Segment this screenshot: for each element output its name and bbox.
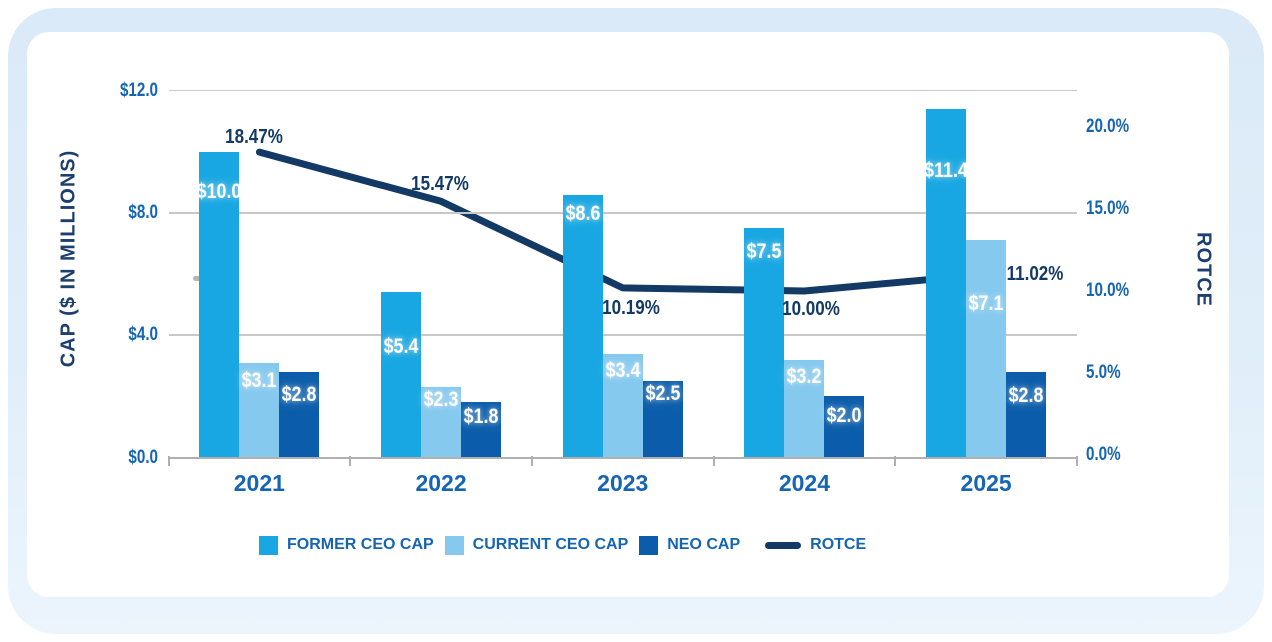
bar-value-label: $3.2	[787, 364, 822, 388]
x-axis-tick	[894, 455, 897, 466]
bar-former-ceo-cap-2022	[381, 292, 422, 458]
legend-label: NEO CAP	[667, 536, 741, 553]
x-axis-tick	[530, 455, 533, 466]
bar-current-ceo-cap-2021	[239, 362, 280, 458]
right-axis-title: ROTCE	[1192, 232, 1215, 307]
rotce-point-label: 10.00%	[782, 298, 841, 320]
legend-line-swatch	[765, 541, 802, 549]
bar-value-label: $2.3	[423, 388, 459, 412]
rotce-point-label: 11.02%	[1006, 263, 1064, 286]
bar-value-label: $2.0	[827, 404, 862, 428]
y-right-tick-label: 0.0%	[1086, 444, 1121, 465]
bar-former-ceo-cap-2023	[562, 194, 603, 458]
y-right-tick-label: 20.0%	[1086, 116, 1130, 137]
bar-neo-cap-2021	[279, 371, 320, 458]
legend-label: ROTCE	[810, 536, 867, 553]
x-axis-baseline	[168, 456, 1077, 459]
rotce-point-label: 15.47%	[411, 173, 469, 196]
legend-item-former-ceo-cap: FORMER CEO CAP	[259, 535, 434, 555]
gridline	[168, 212, 1077, 214]
bar-value-label: $1.8	[463, 405, 499, 429]
y-left-tick-label: $0.0	[128, 446, 158, 468]
bar-value-label: $10.0	[197, 179, 242, 203]
category-label-2025: 2025	[960, 470, 1012, 496]
bar-value-label: $5.4	[383, 335, 419, 359]
x-axis-tick	[712, 455, 715, 466]
y-right-tick-label: 5.0%	[1086, 362, 1121, 383]
category-label-2024: 2024	[778, 470, 831, 496]
x-axis-tick	[167, 455, 170, 466]
bar-neo-cap-2022	[461, 402, 502, 458]
bar-neo-cap-2023	[642, 381, 683, 458]
bar-current-ceo-cap-2023	[602, 353, 643, 458]
bar-value-label: $7.1	[968, 292, 1004, 316]
bar-neo-cap-2025	[1006, 371, 1047, 458]
chart-legend: FORMER CEO CAP CURRENT CEO CAP NEO CAP ROTC…	[259, 534, 866, 556]
rotce-line	[255, 148, 990, 295]
bar-current-ceo-cap-2025	[966, 240, 1007, 458]
left-axis-title: CAP ($ IN MILLIONS)	[57, 149, 80, 368]
y-left-tick-label: $8.0	[128, 201, 158, 223]
category-label-2022: 2022	[415, 470, 467, 496]
y-left-tick-label: $12.0	[119, 79, 158, 101]
rotce-point-label: 10.19%	[601, 296, 660, 319]
gridline	[168, 89, 1077, 92]
bar-value-label: $8.6	[565, 201, 601, 225]
bar-former-ceo-cap-2025	[926, 108, 967, 458]
y-right-tick-label: 15.0%	[1086, 198, 1130, 219]
bar-value-label: $11.4	[924, 158, 968, 182]
x-axis-tick	[1076, 455, 1078, 466]
legend-item-neo-cap: NEO CAP	[639, 535, 741, 555]
bar-former-ceo-cap-2024	[744, 228, 785, 458]
legend-swatch	[259, 535, 278, 555]
bar-neo-cap-2024	[824, 396, 865, 458]
bar-value-label: $3.1	[241, 368, 277, 392]
legend-item-current-ceo-cap: CURRENT CEO CAP	[444, 535, 629, 555]
bar-value-label: $2.8	[1008, 383, 1044, 407]
y-left-tick-label: $4.0	[128, 324, 158, 346]
bar-current-ceo-cap-2022	[421, 387, 462, 458]
bar-value-label: $2.5	[645, 382, 681, 406]
legend-label: FORMER CEO CAP	[287, 536, 434, 553]
legend-swatch	[639, 535, 659, 555]
y-right-tick-label: 10.0%	[1086, 280, 1130, 301]
bar-current-ceo-cap-2024	[784, 359, 825, 458]
bar-value-label: $7.5	[747, 240, 782, 264]
x-axis-tick	[349, 455, 352, 466]
gridline	[168, 334, 1077, 336]
category-label-2021: 2021	[233, 470, 285, 496]
category-label-2023: 2023	[597, 470, 649, 496]
legend-label: CURRENT CEO CAP	[472, 536, 629, 553]
bar-value-label: $2.8	[281, 382, 317, 406]
bar-value-label: $3.4	[605, 358, 641, 382]
legend-item-rotce: ROTCE	[751, 536, 866, 554]
rotce-point-label: 18.47%	[225, 126, 284, 149]
bar-former-ceo-cap-2021	[199, 151, 240, 458]
legend-swatch	[444, 535, 464, 555]
